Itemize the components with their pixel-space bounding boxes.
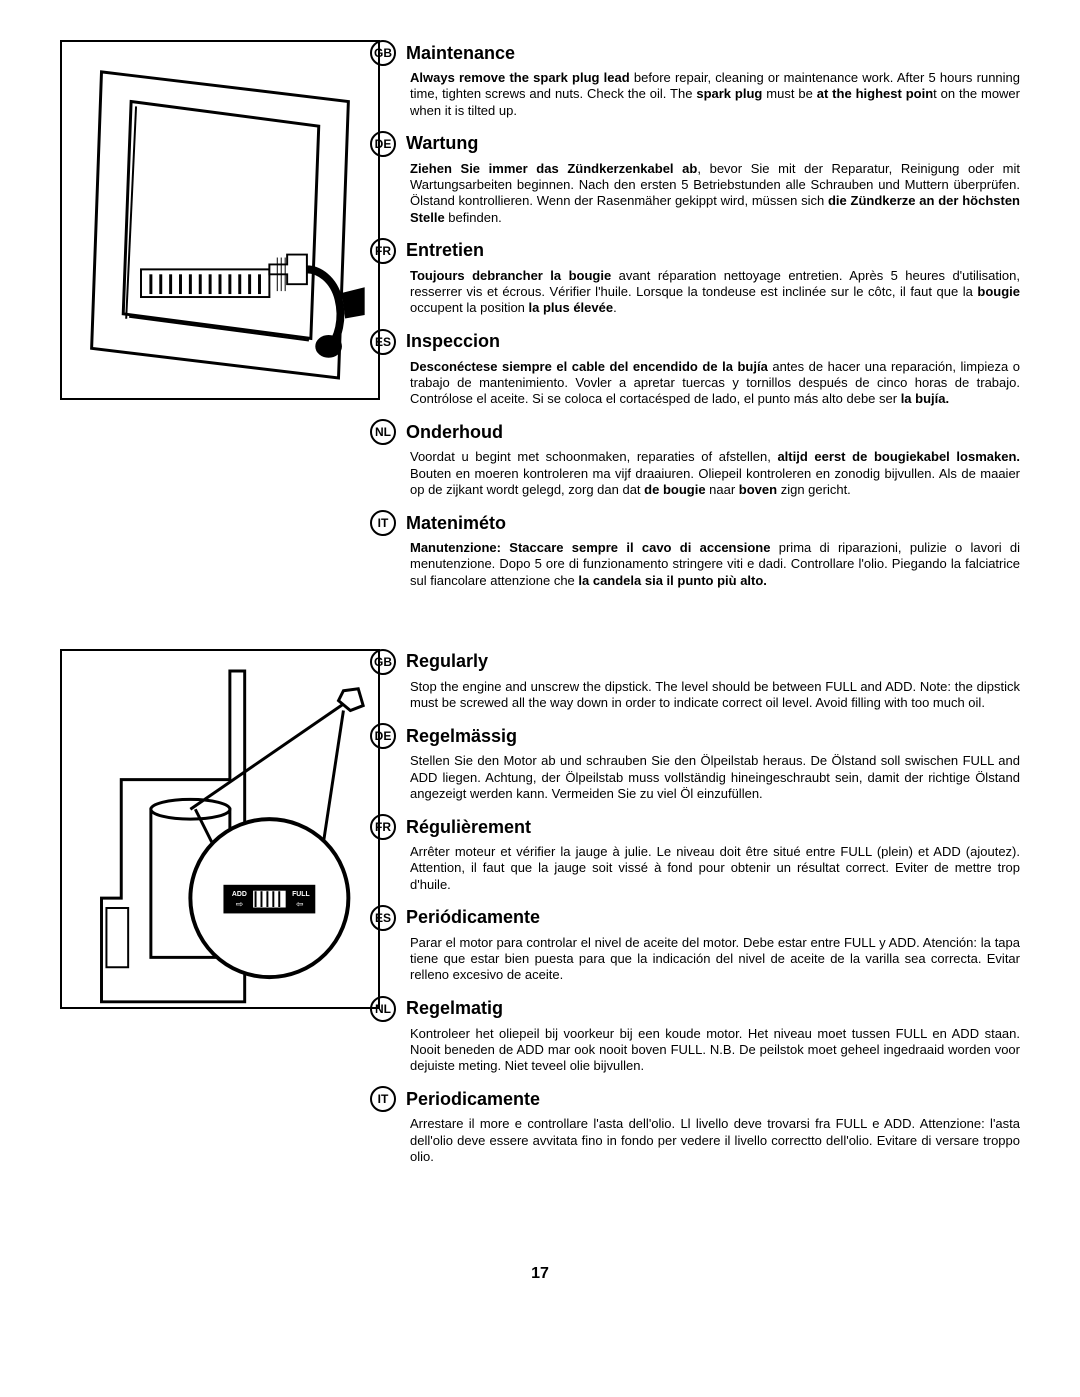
section-header: ES Inspeccion [370, 329, 1020, 355]
section-header: DE Regelmässig [370, 723, 1020, 749]
lang-badge-es: ES [370, 905, 396, 931]
section-header: NL Onderhoud [370, 419, 1020, 445]
section-body: Arrestare il more e controllare l'asta d… [410, 1116, 1020, 1165]
lang-badge-fr: FR [370, 814, 396, 840]
section-gb: GBRegularlyStop the engine and unscrew t… [410, 649, 1020, 712]
section-title: Mateniméto [406, 513, 506, 534]
text-col-1: GBMaintenanceAlways remove the spark plu… [410, 40, 1020, 589]
section-header: NL Regelmatig [370, 996, 1020, 1022]
section-body: Toujours debrancher la bougie avant répa… [410, 268, 1020, 317]
section-header: GB Maintenance [370, 40, 1020, 66]
section-title: Regularly [406, 651, 488, 672]
section-title: Wartung [406, 133, 478, 154]
section-body: Parar el motor para controlar el nivel d… [410, 935, 1020, 984]
section-title: Inspeccion [406, 331, 500, 352]
section-nl: NLOnderhoudVoordat u begint met schoonma… [410, 419, 1020, 498]
lang-badge-it: IT [370, 510, 396, 536]
svg-text:FULL: FULL [292, 891, 310, 898]
section-fr: FRRégulièrementArrêter moteur et vérifie… [410, 814, 1020, 893]
block-regularly: ADDFULL⇨⇦ GBRegularlyStop the engine and… [60, 649, 1020, 1165]
lang-badge-gb: GB [370, 649, 396, 675]
section-it: ITPeriodicamenteArrestare il more e cont… [410, 1086, 1020, 1165]
section-gb: GBMaintenanceAlways remove the spark plu… [410, 40, 1020, 119]
svg-text:⇨: ⇨ [236, 899, 244, 909]
section-header: FR Entretien [370, 238, 1020, 264]
lang-badge-it: IT [370, 1086, 396, 1112]
section-body: Arrêter moteur et vérifier la jauge à ju… [410, 844, 1020, 893]
section-title: Régulièrement [406, 817, 531, 838]
section-body: Kontroleer het oliepeil bij voorkeur bij… [410, 1026, 1020, 1075]
section-body: Ziehen Sie immer das Zündkerzenkabel ab,… [410, 161, 1020, 226]
lang-badge-de: DE [370, 723, 396, 749]
section-header: IT Periodicamente [370, 1086, 1020, 1112]
text-col-2: GBRegularlyStop the engine and unscrew t… [410, 649, 1020, 1165]
section-header: DE Wartung [370, 131, 1020, 157]
section-title: Regelmässig [406, 726, 517, 747]
lang-badge-nl: NL [370, 996, 396, 1022]
lang-badge-es: ES [370, 329, 396, 355]
section-title: Maintenance [406, 43, 515, 64]
section-body: Always remove the spark plug lead before… [410, 70, 1020, 119]
section-es: ESInspeccionDesconéctese siempre el cabl… [410, 329, 1020, 408]
section-nl: NLRegelmatigKontroleer het oliepeil bij … [410, 996, 1020, 1075]
section-header: IT Mateniméto [370, 510, 1020, 536]
figure-sparkplug [60, 40, 380, 400]
page-number: 17 [60, 1265, 1020, 1283]
svg-text:ADD: ADD [232, 891, 247, 898]
section-de: DEWartungZiehen Sie immer das Zündkerzen… [410, 131, 1020, 226]
section-header: FR Régulièrement [370, 814, 1020, 840]
section-title: Regelmatig [406, 998, 503, 1019]
section-title: Periódicamente [406, 907, 540, 928]
lang-badge-de: DE [370, 131, 396, 157]
section-body: Stop the engine and unscrew the dipstick… [410, 679, 1020, 712]
lang-badge-gb: GB [370, 40, 396, 66]
page-root: GB Maintenance Always remove the spark plu… [60, 40, 1020, 1283]
block-maintenance: GB Maintenance Always remove the spark plu… [60, 40, 1020, 589]
section-title: Entretien [406, 240, 484, 261]
svg-text:⇦: ⇦ [296, 899, 304, 909]
section-header: ES Periódicamente [370, 905, 1020, 931]
section-body: Desconéctese siempre el cable del encend… [410, 359, 1020, 408]
lang-badge-fr: FR [370, 238, 396, 264]
section-it: ITMatenimétoManutenzione: Staccare sempr… [410, 510, 1020, 589]
lang-badge-nl: NL [370, 419, 396, 445]
section-de: DERegelmässigStellen Sie den Motor ab un… [410, 723, 1020, 802]
section-fr: FREntretienToujours debrancher la bougie… [410, 238, 1020, 317]
section-es: ESPeriódicamenteParar el motor para cont… [410, 905, 1020, 984]
section-header: GB Regularly [370, 649, 1020, 675]
section-title: Periodicamente [406, 1089, 540, 1110]
section-body: Stellen Sie den Motor ab und schrauben S… [410, 753, 1020, 802]
section-body: Manutenzione: Staccare sempre il cavo di… [410, 540, 1020, 589]
section-body: Voordat u begint met schoonmaken, repara… [410, 449, 1020, 498]
section-title: Onderhoud [406, 422, 503, 443]
figure-dipstick: ADD FULL ⇨ ⇦ [60, 649, 380, 1009]
